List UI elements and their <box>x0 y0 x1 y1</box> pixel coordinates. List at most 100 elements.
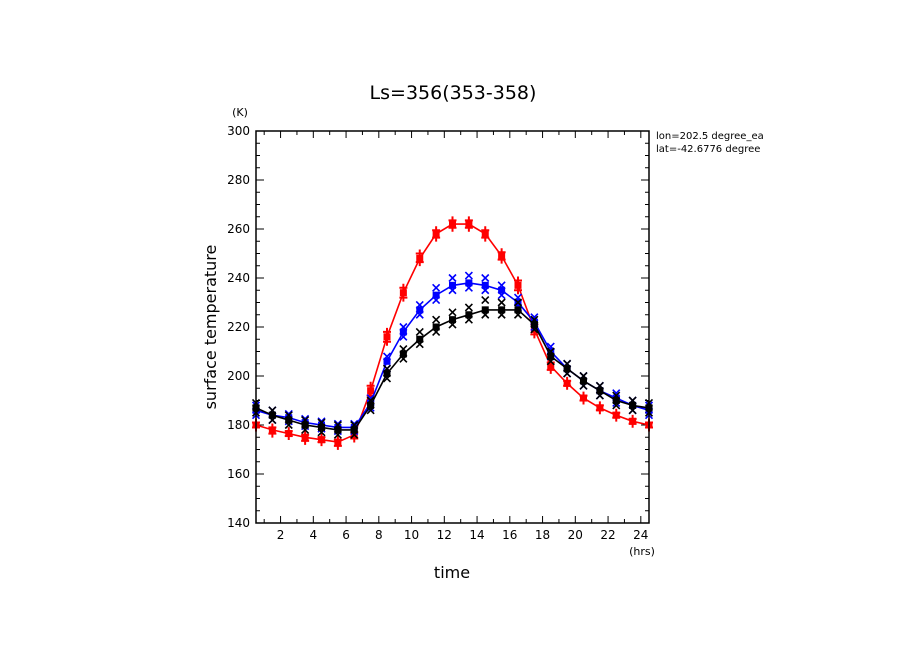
spread-marker <box>464 303 473 312</box>
data-point <box>481 306 489 314</box>
data-point <box>383 333 391 341</box>
plot-frame <box>255 130 650 524</box>
y-tick-label: 240 <box>227 271 250 285</box>
data-point <box>481 281 489 289</box>
spread-marker <box>530 330 539 339</box>
data-point <box>416 306 424 314</box>
spread-marker <box>513 310 523 319</box>
spread-marker <box>464 271 473 280</box>
spread-marker <box>513 298 523 307</box>
spread-marker <box>333 419 342 428</box>
spread-marker <box>383 337 391 346</box>
x-tick-label: 16 <box>502 528 517 542</box>
spread-marker <box>595 406 604 415</box>
spread-marker <box>497 298 506 307</box>
x-unit-label: (hrs) <box>629 545 655 558</box>
spread-marker <box>415 300 424 310</box>
spread-marker <box>366 396 375 405</box>
spread-marker <box>612 413 621 422</box>
spread-marker <box>382 352 392 361</box>
spread-marker <box>481 273 490 283</box>
series-2 <box>251 295 654 439</box>
spread-marker <box>514 286 522 295</box>
data-point <box>285 416 293 424</box>
spread-marker <box>497 281 506 290</box>
spread-marker <box>481 286 490 295</box>
spread-marker <box>301 425 310 434</box>
x-tick-label: 10 <box>404 528 419 542</box>
spread-marker <box>628 396 637 405</box>
spread-marker <box>579 371 588 381</box>
data-point <box>334 426 342 434</box>
data-point <box>399 328 407 336</box>
data-point <box>449 281 456 289</box>
y-tick-label: 180 <box>227 418 250 432</box>
spread-marker <box>612 391 621 400</box>
spread-marker <box>530 325 539 334</box>
x-tick-label: 20 <box>568 528 583 542</box>
spread-marker <box>399 354 408 363</box>
x-tick-label: 12 <box>437 528 452 542</box>
data-point <box>629 401 637 409</box>
data-point <box>465 311 473 319</box>
x-axis-label: time <box>434 563 470 582</box>
x-tick-label: 14 <box>469 528 484 542</box>
data-point <box>383 357 391 365</box>
data-point <box>514 281 522 289</box>
spread-marker <box>317 438 326 447</box>
spread-marker <box>481 310 490 319</box>
spread-marker <box>563 369 572 378</box>
spread-marker <box>481 295 490 305</box>
spread-marker <box>333 441 342 450</box>
spread-marker <box>595 381 604 390</box>
spread-marker <box>268 406 277 415</box>
spread-marker <box>415 340 424 349</box>
spread-marker <box>432 327 441 336</box>
spread-marker <box>448 223 457 232</box>
data-point <box>498 286 506 294</box>
spread-marker <box>464 283 473 292</box>
spread-marker <box>399 293 408 302</box>
data-point <box>383 370 391 378</box>
axis-ticks: 2 4 6 8 10 12 14 16 18 20 22 2414016018020022024026… <box>227 124 649 542</box>
spread-marker <box>333 420 342 430</box>
spread-marker <box>399 283 408 292</box>
spread-marker <box>579 396 588 405</box>
y-tick-label: 260 <box>227 222 250 236</box>
spread-marker <box>464 315 473 324</box>
spread-marker <box>432 295 441 305</box>
spread-marker <box>432 226 441 235</box>
spread-marker <box>628 419 637 428</box>
spread-marker <box>415 258 424 267</box>
spread-marker <box>497 248 506 257</box>
data-point <box>318 423 325 431</box>
spread-marker <box>399 332 408 341</box>
spread-marker <box>350 420 359 430</box>
y-axis-label: surface temperature <box>201 245 220 410</box>
spread-marker <box>366 406 375 415</box>
spread-marker <box>399 344 408 354</box>
spread-marker <box>481 226 490 235</box>
spread-marker <box>432 233 441 242</box>
spread-marker <box>497 255 506 264</box>
spread-marker <box>612 389 621 398</box>
spread-marker <box>317 418 326 427</box>
spread-marker <box>432 283 441 292</box>
spread-marker <box>415 310 424 319</box>
spread-marker <box>563 359 572 368</box>
spread-marker <box>350 430 359 439</box>
spread-marker <box>284 411 293 420</box>
y-tick-label: 200 <box>227 369 250 383</box>
spread-marker <box>317 417 326 426</box>
y-unit-label: (K) <box>232 106 248 119</box>
spread-marker <box>546 357 555 366</box>
series-group <box>251 216 654 450</box>
x-tick-label: 4 <box>309 528 317 542</box>
x-tick-label: 2 <box>277 528 285 542</box>
data-point <box>416 335 424 343</box>
data-point <box>465 279 473 287</box>
data-point <box>563 365 571 373</box>
x-tick-label: 22 <box>600 528 615 542</box>
spread-marker <box>382 364 392 373</box>
spread-marker <box>612 401 621 410</box>
